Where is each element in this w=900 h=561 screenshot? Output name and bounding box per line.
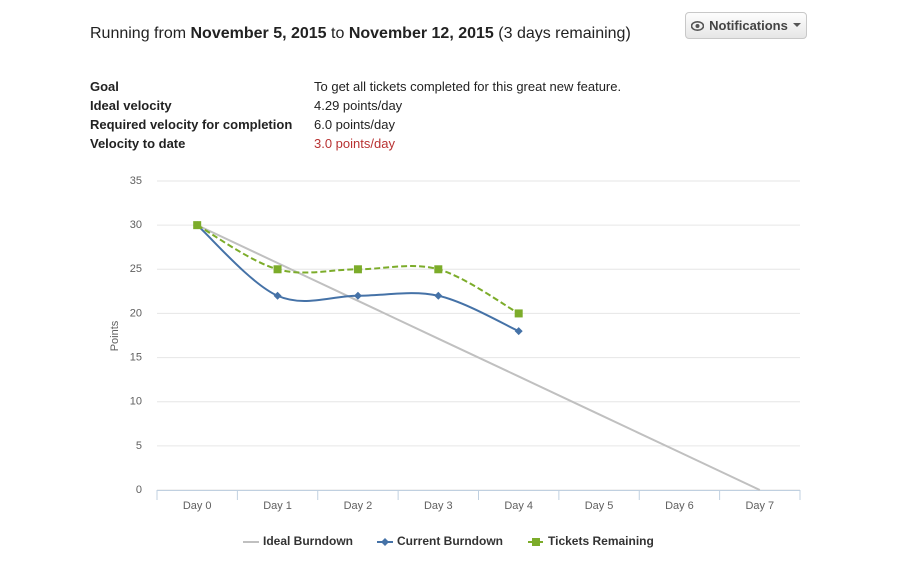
y-tick-label: 15	[130, 351, 142, 363]
info-label: Goal	[90, 79, 119, 94]
y-tick-label: 30	[130, 219, 142, 231]
text: to	[331, 25, 345, 42]
info-row: Velocity to date 3.0 points/day	[90, 134, 621, 153]
point	[273, 291, 282, 300]
remaining: (3 days remaining)	[498, 25, 631, 42]
y-tick-label: 5	[136, 440, 142, 452]
point	[434, 265, 443, 274]
x-tick-label: Day 4	[504, 500, 533, 512]
start-date: November 5, 2015	[190, 25, 327, 42]
y-tick-label: 0	[136, 484, 142, 496]
legend-label: Tickets Remaining	[548, 534, 654, 548]
sprint-header: Running from November 5, 2015 to Novembe…	[90, 25, 631, 43]
button-label: Notifications	[709, 18, 788, 33]
x-tick-label: Day 0	[183, 500, 212, 512]
notifications-button[interactable]: Notifications	[685, 12, 807, 39]
caret	[792, 23, 801, 27]
x-tick-label: Day 1	[263, 500, 292, 512]
y-tick-label: 20	[130, 307, 142, 319]
x-tick-label: Day 3	[424, 500, 453, 512]
info-value: 6.0 points/day	[314, 117, 395, 132]
y-axis-label: Points	[109, 320, 121, 351]
series-line	[196, 224, 761, 491]
point	[514, 309, 523, 318]
legend-marker	[381, 538, 389, 546]
info-value: 4.29 points/day	[314, 98, 403, 113]
point	[273, 265, 282, 274]
y-tick-label: 35	[130, 175, 142, 187]
point	[514, 327, 523, 336]
text: Running from	[90, 25, 187, 42]
x-tick-label: Day 6	[665, 500, 694, 512]
info-table: Goal To get all tickets completed for thi…	[90, 77, 621, 153]
info-label: Ideal velocity	[90, 98, 172, 113]
point	[353, 291, 362, 300]
end-date: November 12, 2015	[348, 25, 494, 42]
point	[434, 291, 443, 300]
info-label: Required velocity for completion	[90, 117, 293, 132]
legend-marker	[532, 538, 540, 546]
legend-label: Current Burndown	[397, 534, 503, 548]
info-row: Ideal velocity 4.29 points/day	[90, 96, 621, 115]
x-tick-label: Day 5	[585, 500, 614, 512]
series-line	[196, 224, 520, 333]
eye-icon	[691, 20, 705, 31]
y-tick-label: 25	[130, 263, 142, 275]
x-tick-label: Day 2	[344, 500, 373, 512]
info-value: To get all tickets completed for this gr…	[314, 79, 622, 94]
legend-label: Ideal Burndown	[263, 534, 353, 548]
info-label: Velocity to date	[90, 136, 186, 151]
point	[353, 265, 362, 274]
info-value: 3.0 points/day	[314, 136, 395, 151]
info-row: Goal To get all tickets completed for thi…	[90, 77, 621, 96]
x-tick-label: Day 7	[745, 500, 774, 512]
y-tick-label: 10	[130, 396, 142, 408]
info-row: Required velocity for completion 6.0 poin…	[90, 115, 621, 134]
point	[193, 221, 202, 230]
